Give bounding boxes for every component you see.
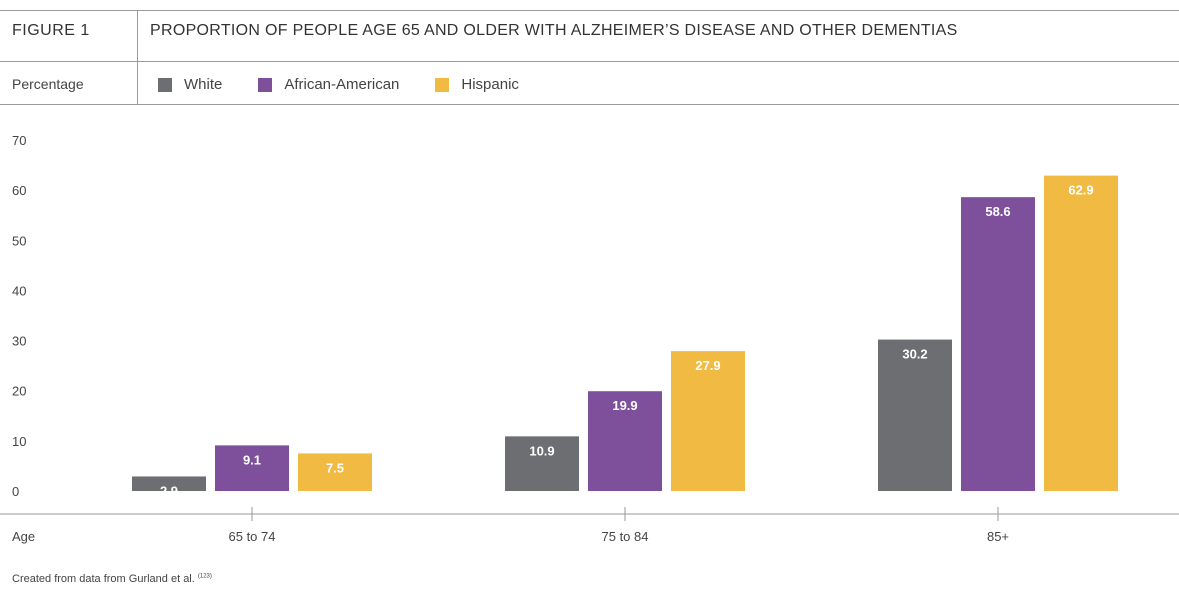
bar-chart: 0 10 20 30 40 50 60 70 Age 65 to 74 2.9 9.1 7.5 75 to… <box>0 133 1179 544</box>
legend: White African-American Hispanic <box>158 76 555 93</box>
header-bottom-rule <box>0 104 1179 105</box>
y-tick-label: 10 <box>12 434 26 449</box>
y-tick-label: 40 <box>12 283 26 298</box>
x-tick-label: 75 to 84 <box>602 529 649 544</box>
data-label-white-75-to-84: 10.9 <box>529 443 554 458</box>
legend-label-african-american: African-American <box>284 76 400 93</box>
source-reference: (123) <box>197 573 212 580</box>
header-middle-rule <box>0 61 1179 62</box>
data-label-african-american-85: 58.6 <box>985 204 1010 219</box>
x-tick-label: 65 to 74 <box>229 529 276 544</box>
legend-label-white: White <box>184 76 223 93</box>
x-tick-label: 85+ <box>987 529 1009 544</box>
legend-item-white: White <box>158 76 222 93</box>
bar-african-american-75-to-84 <box>588 391 662 491</box>
bar-hispanic-85 <box>1044 175 1118 491</box>
data-label-hispanic-65-to-74: 7.5 <box>326 460 344 475</box>
data-label-african-american-75-to-84: 19.9 <box>612 398 637 413</box>
figure-label: FIGURE 1 <box>12 22 90 39</box>
x-axis-title: Age <box>12 529 35 544</box>
data-label-white-85: 30.2 <box>902 347 927 362</box>
bar-hispanic-65-to-74 <box>298 453 372 491</box>
legend-label-hispanic: Hispanic <box>461 76 519 93</box>
bar-hispanic-75-to-84 <box>671 351 745 491</box>
y-tick-label: 0 <box>12 484 19 499</box>
bar-african-american-85 <box>961 197 1035 492</box>
legend-item-african-american: African-American <box>258 76 399 93</box>
header-divider <box>137 10 138 105</box>
data-label-white-65-to-74: 2.9 <box>160 483 178 498</box>
data-label-hispanic-85: 62.9 <box>1068 183 1093 198</box>
bar-white-65-to-74 <box>132 476 206 491</box>
data-label-african-american-65-to-74: 9.1 <box>243 452 261 467</box>
y-tick-label: 50 <box>12 233 26 248</box>
figure-header: FIGURE 1 PROPORTION OF PEOPLE AGE 65 AND… <box>0 0 1179 105</box>
source-note: Created from data from Gurland et al. (1… <box>12 573 212 585</box>
legend-swatch-hispanic <box>435 77 450 92</box>
y-tick-label: 60 <box>12 183 26 198</box>
bar-african-american-65-to-74 <box>215 445 289 491</box>
legend-item-hispanic: Hispanic <box>435 76 519 93</box>
y-tick-label: 30 <box>12 334 26 349</box>
legend-swatch-african-american <box>258 77 273 92</box>
legend-swatch-white <box>158 77 172 92</box>
bar-white-75-to-84 <box>505 436 579 491</box>
y-axis-label: Percentage <box>12 76 84 92</box>
source-text: Created from data from Gurland et al. <box>12 573 195 585</box>
chart-title: PROPORTION OF PEOPLE AGE 65 AND OLDER WI… <box>150 22 958 39</box>
data-label-hispanic-75-to-84: 27.9 <box>695 358 720 373</box>
header-top-rule <box>0 10 1179 11</box>
y-tick-label: 70 <box>12 133 26 148</box>
y-tick-label: 20 <box>12 384 26 399</box>
bar-white-85 <box>878 339 952 491</box>
